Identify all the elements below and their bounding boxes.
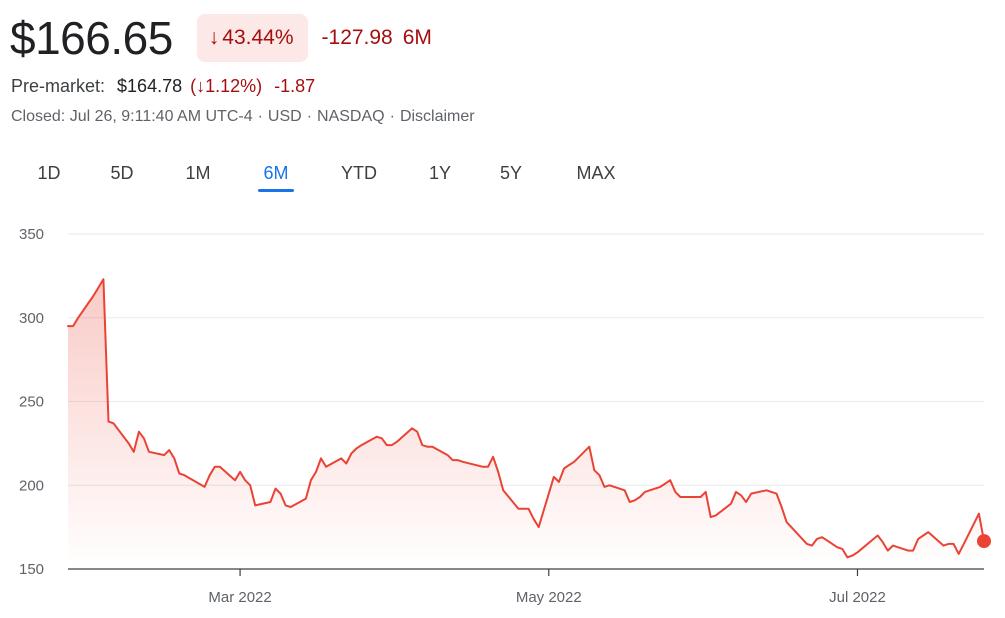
change-amount: -127.98 (321, 26, 393, 49)
price-chart[interactable]: 150 200 250 300 350 Mar 2022 May 2022 Jul 2022 (0, 200, 1005, 618)
x-tick-label: Mar 2022 (208, 589, 271, 606)
tab-range-ytd[interactable]: YTD (341, 163, 377, 183)
separator-dot: · (389, 108, 395, 125)
change-period: 6M (402, 26, 432, 49)
market-status: Closed: Jul 26, 9:11:40 AM UTC-4 (11, 108, 253, 125)
change-percent: 43.44% (222, 26, 294, 49)
price-area-fill (68, 279, 984, 569)
latest-price-marker (977, 534, 991, 549)
premarket-price: $164.78 (117, 76, 183, 96)
tab-range-1m[interactable]: 1M (185, 163, 211, 183)
price-line (67, 278, 985, 559)
y-tick-label: 250 (19, 394, 44, 411)
y-tick-label: 200 (19, 477, 44, 494)
change-percent-badge: ↓ 43.44% (196, 14, 308, 62)
premarket-label: Pre-market: (11, 76, 106, 96)
premarket-change: -1.87 (274, 76, 316, 96)
tab-range-1d[interactable]: 1D (37, 163, 61, 183)
tab-range-max[interactable]: MAX (576, 163, 616, 183)
current-price: $166.65 (10, 12, 173, 64)
tab-range-1y[interactable]: 1Y (428, 163, 452, 183)
down-arrow-icon: ↓ (208, 26, 220, 49)
price-header: $166.65 ↓ 43.44% -127.98 6M (10, 10, 432, 66)
absolute-change: -127.98 6M (322, 26, 432, 50)
premarket-row: Pre-market: $164.78 (↓1.12%) -1.87 (11, 76, 315, 97)
tab-range-5d[interactable]: 5D (110, 163, 134, 183)
tab-range-6m[interactable]: 6M (258, 158, 294, 192)
separator-dot: · (257, 108, 263, 125)
separator-dot: · (306, 108, 313, 125)
premarket-percent: (↓1.12%) (190, 76, 263, 96)
currency: USD (267, 108, 302, 125)
exchange: NASDAQ (317, 108, 385, 125)
market-status-line: Closed: Jul 26, 9:11:40 AM UTC-4 · USD · NAS… (11, 108, 475, 126)
x-axis-ticks: Mar 2022 May 2022 Jul 2022 (208, 569, 886, 606)
disclaimer-link[interactable]: Disclaimer (399, 108, 475, 125)
tab-range-5y[interactable]: 5Y (499, 163, 523, 183)
x-tick-label: May 2022 (516, 589, 582, 606)
y-tick-label: 350 (19, 226, 44, 243)
x-tick-label: Jul 2022 (829, 589, 886, 606)
y-tick-label: 150 (19, 561, 44, 578)
y-axis-labels: 150 200 250 300 350 (19, 226, 44, 578)
y-tick-label: 300 (19, 310, 44, 327)
